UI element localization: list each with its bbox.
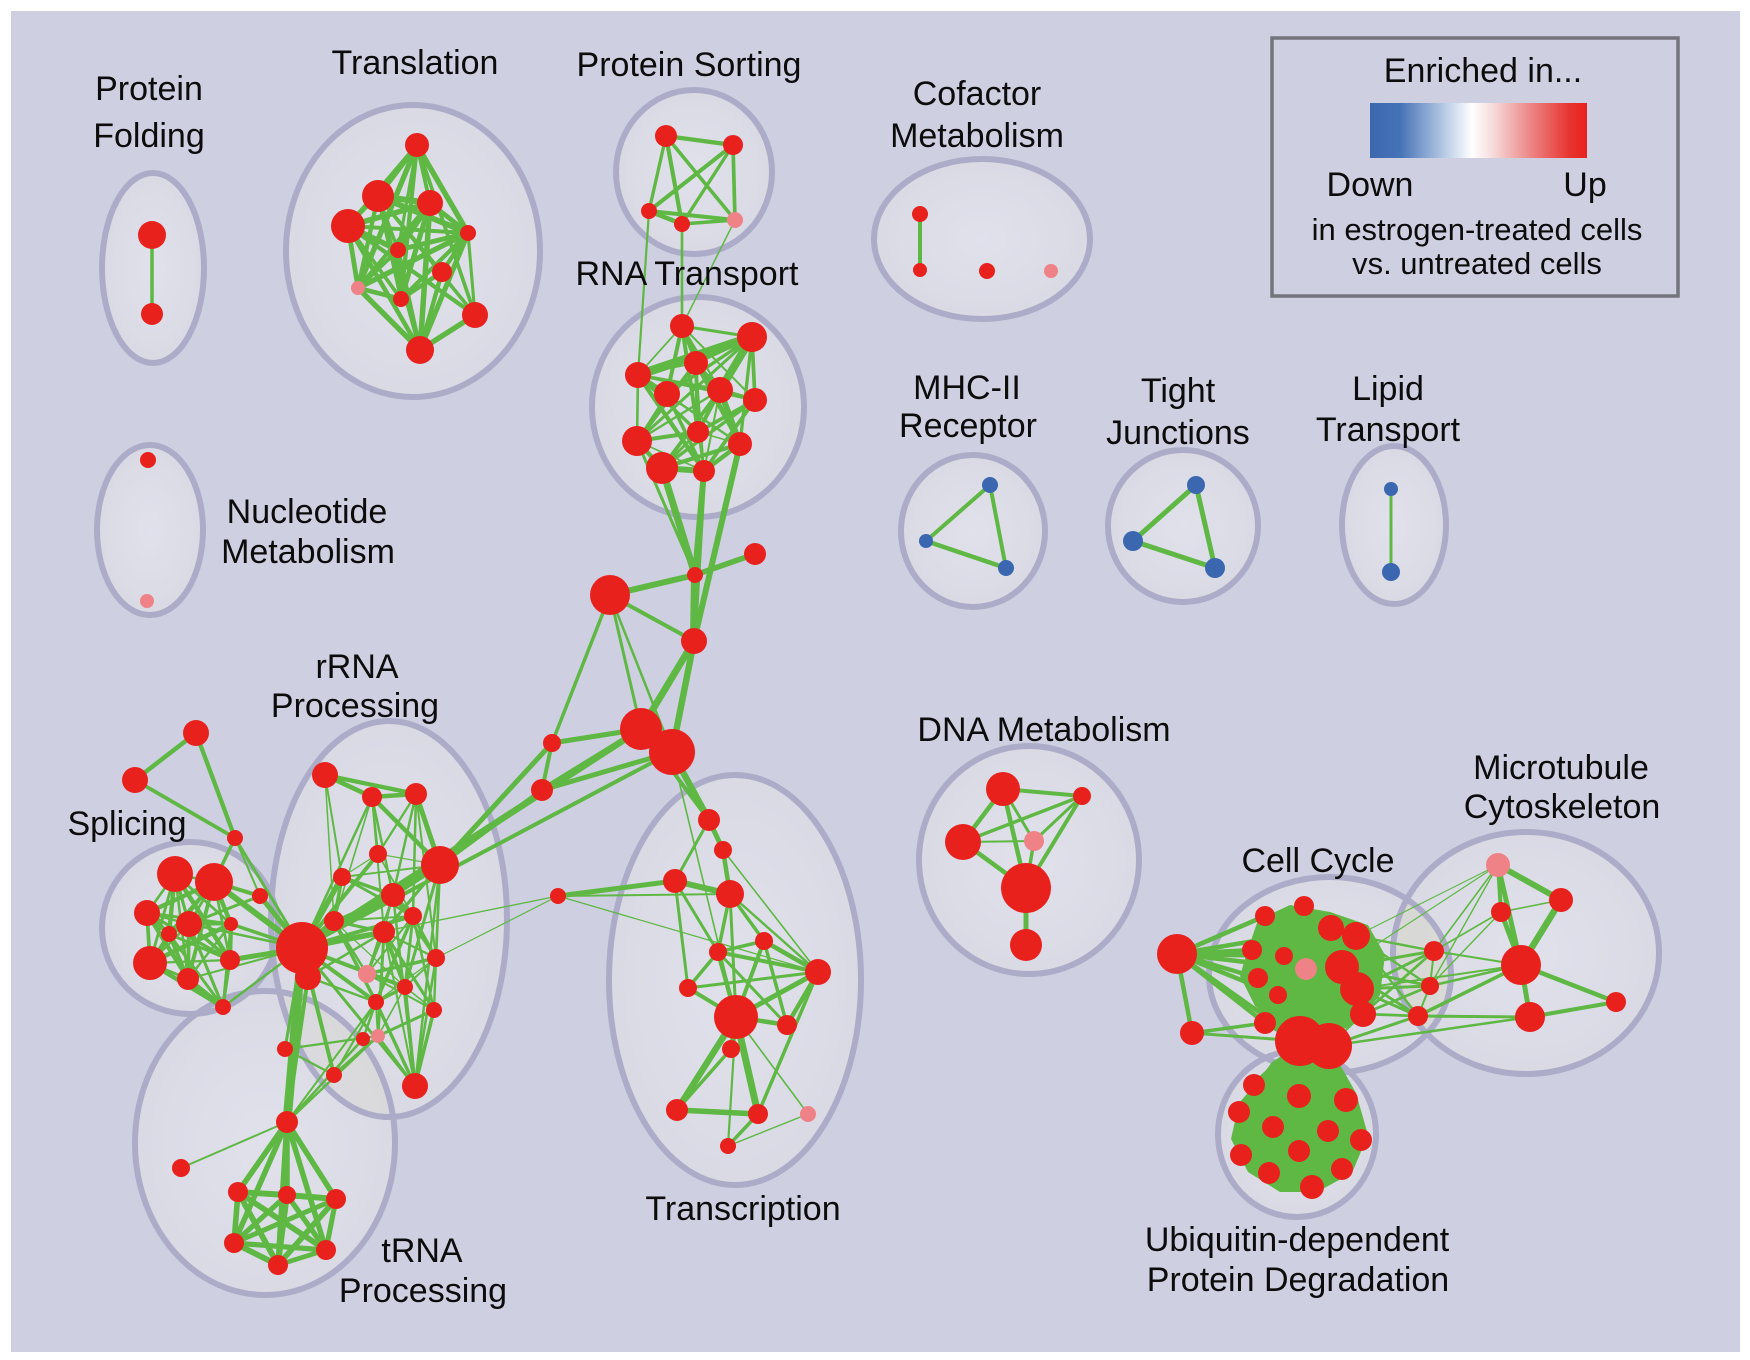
svg-text:tRNA: tRNA: [381, 1232, 463, 1270]
svg-text:DNA Metabolism: DNA Metabolism: [917, 711, 1170, 749]
svg-text:RNA Transport: RNA Transport: [576, 255, 800, 293]
svg-text:Cofactor: Cofactor: [913, 75, 1042, 113]
svg-text:Tight: Tight: [1141, 372, 1216, 410]
svg-text:Nucleotide: Nucleotide: [227, 493, 388, 531]
svg-text:Cytoskeleton: Cytoskeleton: [1464, 788, 1661, 826]
svg-text:Processing: Processing: [271, 687, 439, 725]
svg-text:Lipid: Lipid: [1352, 370, 1424, 408]
svg-text:Cell Cycle: Cell Cycle: [1241, 842, 1394, 880]
svg-text:Translation: Translation: [332, 44, 499, 82]
svg-text:Receptor: Receptor: [899, 407, 1037, 445]
svg-text:vs. untreated cells: vs. untreated cells: [1352, 246, 1602, 281]
svg-text:Metabolism: Metabolism: [221, 533, 395, 571]
svg-text:rRNA: rRNA: [315, 648, 398, 686]
svg-text:Up: Up: [1563, 166, 1606, 204]
svg-text:Microtubule: Microtubule: [1473, 749, 1649, 787]
svg-text:Protein Degradation: Protein Degradation: [1147, 1261, 1449, 1299]
svg-text:in estrogen-treated cells: in estrogen-treated cells: [1312, 212, 1643, 247]
svg-text:Junctions: Junctions: [1106, 414, 1250, 452]
svg-text:Ubiquitin-dependent: Ubiquitin-dependent: [1145, 1221, 1450, 1259]
svg-text:Down: Down: [1327, 166, 1414, 204]
svg-text:Transcription: Transcription: [645, 1190, 840, 1228]
svg-text:Splicing: Splicing: [67, 805, 186, 843]
svg-text:Transport: Transport: [1316, 411, 1461, 449]
svg-text:Metabolism: Metabolism: [890, 117, 1064, 155]
svg-text:Protein: Protein: [95, 70, 203, 108]
svg-text:Enriched in...: Enriched in...: [1384, 52, 1582, 90]
svg-text:MHC-II: MHC-II: [913, 369, 1021, 407]
svg-text:Processing: Processing: [339, 1272, 507, 1310]
svg-text:Folding: Folding: [93, 117, 205, 155]
svg-text:Protein Sorting: Protein Sorting: [577, 46, 802, 84]
